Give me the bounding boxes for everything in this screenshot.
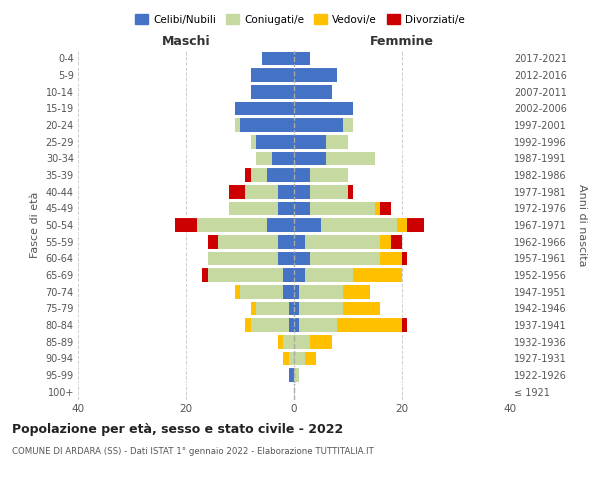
Bar: [294, 52, 310, 65]
Bar: [299, 318, 337, 332]
Bar: [229, 202, 278, 215]
Bar: [283, 335, 294, 348]
Bar: [256, 135, 294, 148]
Bar: [208, 252, 278, 265]
Y-axis label: Anni di nascita: Anni di nascita: [577, 184, 587, 266]
Bar: [283, 352, 289, 365]
Bar: [251, 85, 294, 98]
Bar: [294, 252, 310, 265]
Bar: [175, 218, 197, 232]
Bar: [402, 252, 407, 265]
Bar: [289, 352, 294, 365]
Bar: [353, 268, 402, 282]
Bar: [310, 335, 332, 348]
Bar: [208, 268, 283, 282]
Bar: [299, 285, 343, 298]
Bar: [294, 368, 299, 382]
Bar: [267, 218, 294, 232]
Bar: [294, 268, 305, 282]
Bar: [272, 152, 294, 165]
Bar: [294, 335, 310, 348]
Bar: [294, 352, 305, 365]
Bar: [348, 185, 353, 198]
Bar: [380, 202, 391, 215]
Bar: [256, 302, 289, 315]
Bar: [375, 202, 380, 215]
Bar: [235, 102, 294, 115]
Bar: [294, 235, 305, 248]
Text: Maschi: Maschi: [161, 34, 211, 48]
Bar: [278, 235, 294, 248]
Bar: [305, 352, 316, 365]
Bar: [310, 202, 375, 215]
Bar: [202, 268, 208, 282]
Legend: Celibi/Nubili, Coniugati/e, Vedovi/e, Divorziati/e: Celibi/Nubili, Coniugati/e, Vedovi/e, Di…: [131, 10, 469, 29]
Bar: [197, 218, 267, 232]
Bar: [294, 168, 310, 182]
Bar: [380, 252, 402, 265]
Bar: [305, 235, 380, 248]
Bar: [289, 302, 294, 315]
Bar: [310, 185, 348, 198]
Bar: [343, 302, 380, 315]
Bar: [294, 185, 310, 198]
Y-axis label: Fasce di età: Fasce di età: [30, 192, 40, 258]
Bar: [267, 168, 294, 182]
Bar: [397, 218, 407, 232]
Text: COMUNE DI ARDARA (SS) - Dati ISTAT 1° gennaio 2022 - Elaborazione TUTTITALIA.IT: COMUNE DI ARDARA (SS) - Dati ISTAT 1° ge…: [12, 448, 374, 456]
Bar: [294, 68, 337, 82]
Bar: [278, 202, 294, 215]
Bar: [251, 302, 256, 315]
Bar: [407, 218, 424, 232]
Bar: [245, 185, 278, 198]
Bar: [256, 152, 272, 165]
Bar: [380, 235, 391, 248]
Bar: [283, 268, 294, 282]
Bar: [289, 318, 294, 332]
Bar: [326, 152, 375, 165]
Bar: [235, 118, 240, 132]
Bar: [402, 318, 407, 332]
Text: Popolazione per età, sesso e stato civile - 2022: Popolazione per età, sesso e stato civil…: [12, 422, 343, 436]
Bar: [305, 268, 353, 282]
Bar: [218, 235, 278, 248]
Bar: [294, 202, 310, 215]
Bar: [289, 368, 294, 382]
Bar: [251, 135, 256, 148]
Bar: [326, 135, 348, 148]
Bar: [278, 185, 294, 198]
Bar: [251, 168, 267, 182]
Bar: [294, 318, 299, 332]
Bar: [294, 135, 326, 148]
Bar: [294, 218, 321, 232]
Bar: [310, 168, 348, 182]
Bar: [337, 318, 402, 332]
Bar: [294, 302, 299, 315]
Text: Femmine: Femmine: [370, 34, 434, 48]
Bar: [278, 252, 294, 265]
Bar: [294, 102, 353, 115]
Bar: [343, 285, 370, 298]
Bar: [294, 285, 299, 298]
Bar: [283, 285, 294, 298]
Bar: [278, 335, 283, 348]
Bar: [240, 285, 283, 298]
Bar: [251, 68, 294, 82]
Bar: [321, 218, 397, 232]
Bar: [343, 118, 353, 132]
Bar: [235, 285, 240, 298]
Bar: [208, 235, 218, 248]
Bar: [391, 235, 402, 248]
Bar: [245, 168, 251, 182]
Bar: [294, 118, 343, 132]
Bar: [245, 318, 251, 332]
Bar: [310, 252, 380, 265]
Bar: [251, 318, 289, 332]
Bar: [294, 85, 332, 98]
Bar: [229, 185, 245, 198]
Bar: [299, 302, 343, 315]
Bar: [294, 152, 326, 165]
Bar: [262, 52, 294, 65]
Bar: [240, 118, 294, 132]
